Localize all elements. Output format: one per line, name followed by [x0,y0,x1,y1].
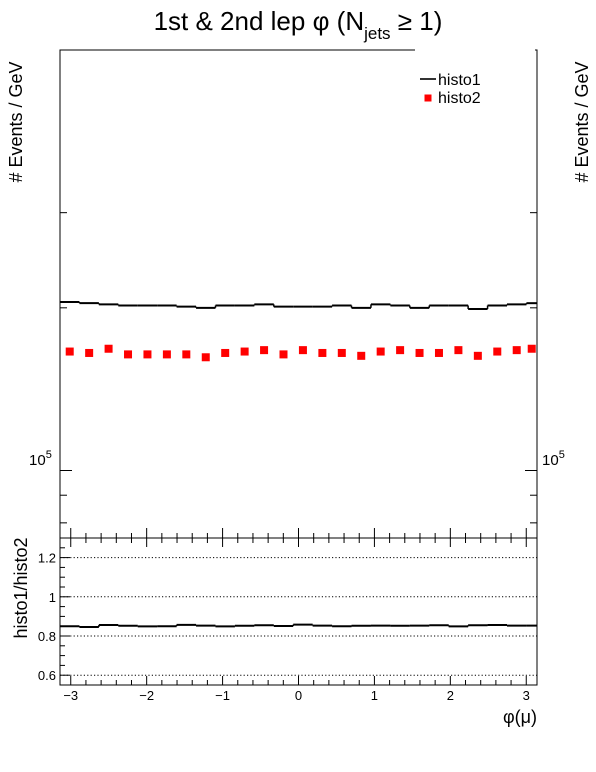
histo2-point-17 [396,346,405,355]
ratio-ytick-label-1: 0.8 [38,629,56,644]
ytick-base-right: 10 [542,452,559,469]
histo2-point-21 [473,351,482,360]
main-ytick-label-right: 105 [542,449,565,469]
histo2-point-2 [104,344,113,353]
histo2-point-14 [337,348,346,357]
main-ylabel-left: # Events / GeV [6,61,26,182]
histo2-point-7 [201,353,210,362]
main-ylabel-right: # Events / GeV [572,61,592,182]
histo2-point-6 [182,350,191,359]
histo2-point-1 [85,348,94,357]
histo2-point-11 [279,350,288,359]
histo2-point-24 [527,344,536,353]
histo2-point-8 [221,348,230,357]
chart-title: 1st & 2nd lep φ (Njets ≥ 1) [154,6,443,43]
ratio-axis-ticks: 0.6 0.8 1 1.2 −3 −2 −1 0 1 2 3 [38,538,530,703]
histo2-point-0 [65,347,74,356]
chart-title-suffix: ≥ 1) [391,6,443,36]
legend-label-histo2: histo2 [438,90,481,107]
ratio-xtick-label-0: −3 [63,688,78,703]
ratio-xtick-label-2: −1 [215,688,230,703]
histo2-point-10 [260,346,269,355]
histo2-point-9 [240,347,249,356]
ratio-xtick-label-6: 3 [523,688,530,703]
main-axis-ticks [60,212,537,538]
chart-title-subscript: jets [363,24,390,43]
ytick-exp-right: 5 [559,449,565,461]
legend-box [415,46,535,54]
ratio-ytick-label-3: 1.2 [38,551,56,566]
histo2-point-4 [143,350,152,359]
histo2-point-18 [415,348,424,357]
ratio-xtick-label-3: 0 [295,688,302,703]
ytick-exp-left: 5 [46,449,52,461]
main-ytick-label-left: 105 [29,449,52,469]
ratio-xlabel: φ(μ) [503,707,537,727]
ratio-xtick-label-4: 1 [371,688,378,703]
histo2-point-16 [376,347,385,356]
histo2-point-23 [512,346,521,355]
ratio-xtick-label-5: 2 [447,688,454,703]
ratio-ytick-label-0: 0.6 [38,668,56,683]
legend-marker-histo2 [424,94,432,102]
ytick-base-left: 10 [29,452,46,469]
histo2-point-15 [357,351,366,360]
ratio-reference-lines [60,557,537,676]
ratio-ylabel: histo1/histo2 [11,537,31,638]
histo2-point-20 [454,346,463,355]
ratio-series-layer [60,623,537,628]
ratio-xtick-label-1: −2 [139,688,154,703]
histo2-point-19 [434,348,443,357]
legend-label-histo1: histo1 [438,72,481,89]
histo2-point-12 [298,346,307,355]
histo2-point-13 [318,348,327,357]
histo2-point-3 [124,350,133,359]
main-series-layer [60,301,537,362]
ratio-ytick-label-2: 1 [49,590,56,605]
histo2-point-22 [493,347,502,356]
chart-title-prefix: 1st & 2nd lep φ (N [154,6,365,36]
histo2-point-5 [162,350,171,359]
